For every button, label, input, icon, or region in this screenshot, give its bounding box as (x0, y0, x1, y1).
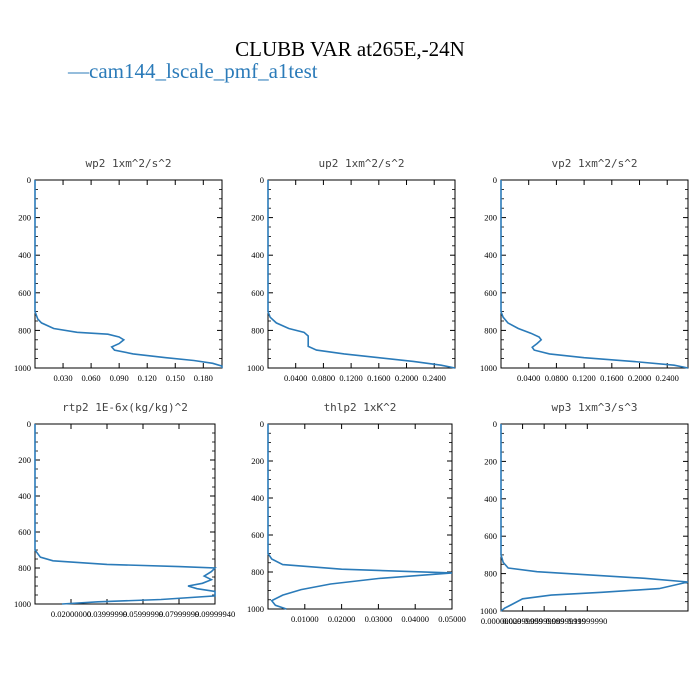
y-tick-label: 1000 (14, 363, 31, 373)
y-tick-label: 0 (493, 175, 497, 185)
y-tick-label: 1000 (247, 363, 264, 373)
x-tick-label: 0.0800 (312, 373, 335, 383)
panel-title: up2 1xm^2/s^2 (318, 157, 404, 170)
x-tick-label: 0.03000 (365, 614, 393, 624)
y-tick-label: 400 (18, 250, 31, 260)
y-tick-label: 200 (484, 456, 497, 466)
x-tick-label: 0.03999999 (87, 609, 127, 619)
x-tick-label: 0.02000000 (51, 609, 91, 619)
x-tick-label: 0.05999999 (524, 616, 564, 626)
panel-1: wp2 1xm^2/s^2 0 200 400 600 800 1000 0.030 0.060… (14, 157, 223, 383)
x-tick-label: 0.05000 (438, 614, 466, 624)
y-tick-label: 400 (484, 494, 497, 504)
x-tick-label: 0.04000 (401, 614, 429, 624)
y-tick-label: 400 (251, 493, 264, 503)
y-tick-label: 600 (251, 530, 264, 540)
x-tick-label: 0.01000 (291, 614, 319, 624)
series-line (267, 180, 456, 369)
panel-3: vp2 1xm^2/s^2 0 200 400 600 800 1000 0.0400 0.08… (480, 157, 689, 383)
y-tick-label: 600 (484, 531, 497, 541)
x-tick-label: 0.030 (53, 373, 72, 383)
y-tick-label: 200 (484, 213, 497, 223)
y-tick-label: 800 (18, 325, 31, 335)
y-tick-label: 0 (260, 419, 264, 429)
x-tick-label: 0.2000 (628, 373, 651, 383)
panel-4: rtp2 1E-6x(kg/kg)^2 0 200 400 600 800 1000 0.02… (14, 401, 235, 619)
y-tick-label: 800 (484, 569, 497, 579)
y-tick-label: 400 (251, 250, 264, 260)
y-tick-label: 600 (18, 288, 31, 298)
x-tick-label: 0.08999999 (546, 616, 586, 626)
series-line (500, 424, 689, 612)
x-tick-label: 0.090 (110, 373, 129, 383)
legend: — cam144_lscale_pmf_a1test (67, 59, 318, 83)
panel-title: wp3 1xm^3/s^3 (551, 401, 637, 414)
x-tick-label: 0.07999999 (159, 609, 199, 619)
y-tick-label: 0 (27, 175, 31, 185)
y-tick-label: 0 (27, 419, 31, 429)
y-tick-label: 1000 (247, 604, 264, 614)
y-tick-label: 600 (484, 288, 497, 298)
x-tick-label: 0.00000000 (481, 616, 521, 626)
x-tick-label: 0.120 (138, 373, 157, 383)
y-tick-label: 1000 (480, 363, 497, 373)
x-tick-label: 0.1200 (339, 373, 362, 383)
x-tick-label: 0.060 (82, 373, 101, 383)
x-tick-label: 0.150 (166, 373, 185, 383)
x-tick-label: 0.2000 (395, 373, 418, 383)
x-tick-label: 0.2400 (656, 373, 679, 383)
y-tick-label: 800 (251, 567, 264, 577)
y-tick-label: 1000 (14, 599, 31, 609)
x-tick-label: 0.1200 (572, 373, 595, 383)
x-tick-label: 0.180 (194, 373, 213, 383)
panel-2: up2 1xm^2/s^2 0 200 400 600 800 1000 0.0400 0.08… (247, 157, 456, 383)
panel-title: thlp2 1xK^2 (324, 401, 397, 414)
panel-5: thlp2 1xK^2 0 200 400 600 800 1000 0.01000 0.020… (247, 401, 466, 624)
series-line (500, 180, 689, 369)
series-line (34, 180, 223, 368)
x-tick-label: 0.11999990 (567, 616, 607, 626)
panel-title: vp2 1xm^2/s^2 (551, 157, 637, 170)
x-tick-label: 0.02999999 (502, 616, 542, 626)
y-tick-label: 400 (484, 250, 497, 260)
y-tick-label: 200 (251, 213, 264, 223)
x-tick-label: 0.0800 (545, 373, 568, 383)
x-tick-label: 0.0400 (284, 373, 307, 383)
y-tick-label: 200 (251, 456, 264, 466)
legend-marker: — (67, 59, 90, 83)
x-tick-label: 0.02000 (328, 614, 356, 624)
panel-6: wp3 1xm^3/s^3 0 200 400 600 800 10000.00000000… (480, 401, 689, 626)
y-tick-label: 600 (251, 288, 264, 298)
panel-grid: wp2 1xm^2/s^2 0 200 400 600 800 1000 0.030 0.060… (14, 157, 689, 626)
panel-title: rtp2 1E-6x(kg/kg)^2 (62, 401, 188, 414)
y-tick-label: 200 (18, 213, 31, 223)
series-line (267, 424, 453, 610)
x-tick-label: 0.0400 (517, 373, 540, 383)
y-tick-label: 0 (493, 419, 497, 429)
x-tick-label: 0.2400 (423, 373, 446, 383)
y-tick-label: 800 (251, 325, 264, 335)
y-tick-label: 200 (18, 455, 31, 465)
figure-title: CLUBB VAR at265E,-24N (235, 37, 465, 61)
series-line (34, 424, 217, 605)
y-tick-label: 1000 (480, 606, 497, 616)
x-tick-label: 0.09999940 (195, 609, 235, 619)
y-tick-label: 800 (484, 325, 497, 335)
panel-title: wp2 1xm^2/s^2 (85, 157, 171, 170)
x-tick-label: 0.1600 (600, 373, 623, 383)
y-tick-label: 0 (260, 175, 264, 185)
x-tick-label: 0.1600 (367, 373, 390, 383)
y-tick-label: 800 (18, 563, 31, 573)
x-tick-label: 0.05999999 (123, 609, 163, 619)
y-tick-label: 600 (18, 527, 31, 537)
y-tick-label: 400 (18, 491, 31, 501)
legend-label: cam144_lscale_pmf_a1test (89, 59, 318, 83)
